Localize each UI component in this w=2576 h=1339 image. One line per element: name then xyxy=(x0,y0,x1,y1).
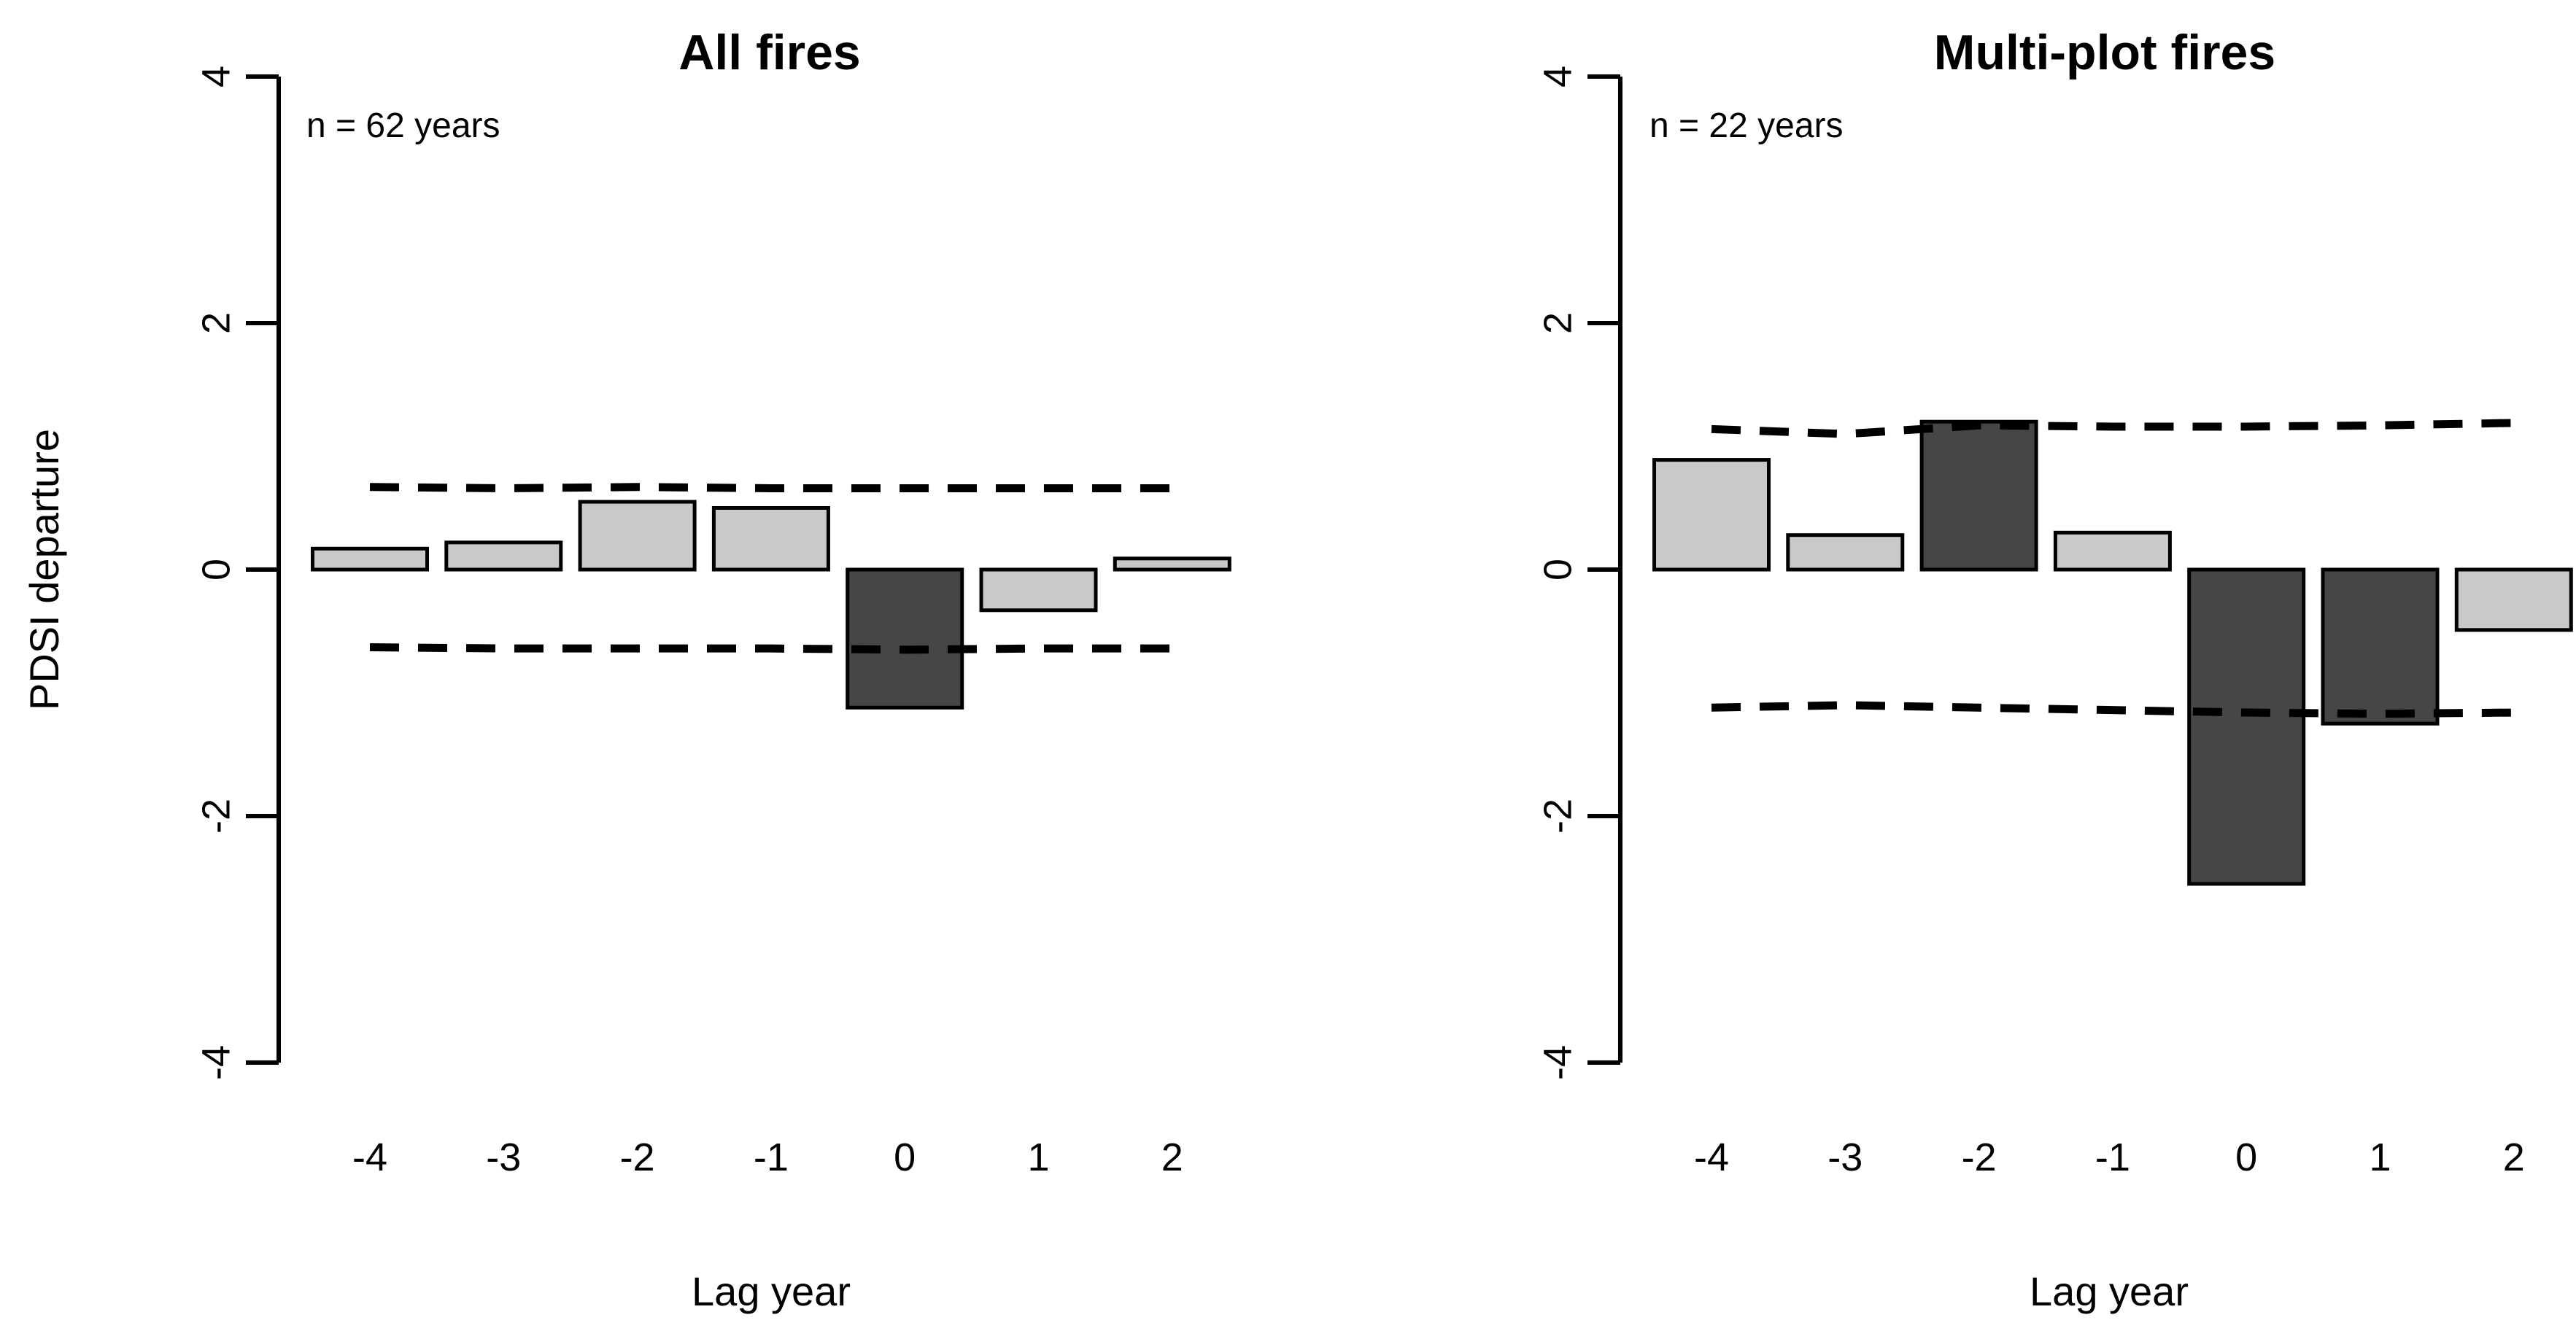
x-tick-label: -3 xyxy=(1827,1136,1863,1179)
x-tick-label: 0 xyxy=(2235,1136,2257,1179)
x-tick-label: -2 xyxy=(1962,1136,1997,1179)
ci-lower-line xyxy=(1711,701,2514,718)
x-axis-title-left: Lag year xyxy=(692,1268,851,1314)
x-tick-label: -2 xyxy=(620,1136,655,1179)
y-tick-label: 4 xyxy=(1536,66,1579,88)
bar-lag--2 xyxy=(578,500,697,572)
ci-upper-line xyxy=(369,483,1172,492)
y-tick-label: 2 xyxy=(1536,312,1579,334)
panel-title-all-fires: All fires xyxy=(678,25,860,80)
bar-lag--3 xyxy=(444,540,563,572)
bar-lag-0-significant xyxy=(2187,567,2306,886)
bar-lag-2 xyxy=(1113,556,1231,572)
plot-area-multi-plot-fires: -4 -2 0 2 4 -4 -3 -2 -1 0 1 2 xyxy=(1536,66,2573,1179)
y-tick-label: -2 xyxy=(1536,799,1579,834)
y-tick-label: 2 xyxy=(194,312,238,334)
bar-lag-1-significant xyxy=(2321,567,2440,726)
ci-upper-line xyxy=(1711,419,2514,438)
x-axis-title-right: Lag year xyxy=(2030,1268,2189,1314)
panel-all-fires: All fires n = 62 years PDSI departure La… xyxy=(21,25,1231,1314)
bar-lag--2-significant xyxy=(1919,419,2038,572)
x-tick-label: 0 xyxy=(894,1136,916,1179)
sample-size-label-all-fires: n = 62 years xyxy=(306,106,500,145)
panel-multi-plot-fires: Multi-plot fires n = 22 years Lag year -… xyxy=(1536,25,2573,1314)
y-tick-label: 0 xyxy=(1536,559,1579,581)
x-tick-label: -3 xyxy=(486,1136,521,1179)
bar-lag-0-significant xyxy=(846,567,964,710)
x-tick-label: 2 xyxy=(2503,1136,2525,1179)
bar-lag--4 xyxy=(311,546,429,572)
x-tick-label: 1 xyxy=(2369,1136,2391,1179)
x-tick-label: -1 xyxy=(754,1136,789,1179)
plot-area-all-fires: -4 -2 0 2 4 -4 -3 -2 -1 0 1 2 xyxy=(194,66,1231,1179)
x-tick-label: -4 xyxy=(1694,1136,1729,1179)
y-tick-label: -2 xyxy=(194,799,238,834)
y-tick-label: 0 xyxy=(194,559,238,581)
bar-lag--3 xyxy=(1786,533,1905,572)
sample-size-label-multi-plot-fires: n = 22 years xyxy=(1649,106,1844,145)
x-tick-label: 2 xyxy=(1161,1136,1183,1179)
y-tick-label: 4 xyxy=(194,66,238,88)
y-tick-label: -4 xyxy=(194,1045,238,1080)
y-tick-label: -4 xyxy=(1536,1045,1579,1080)
ci-lower-line xyxy=(369,643,1172,654)
y-axis-title: PDSI departure xyxy=(21,429,67,710)
bar-lag--4 xyxy=(1652,458,1771,572)
panel-title-multi-plot-fires: Multi-plot fires xyxy=(1934,25,2275,80)
bar-lag-1 xyxy=(979,567,1098,613)
x-tick-label: -1 xyxy=(2095,1136,2130,1179)
bar-lag--1 xyxy=(2053,530,2172,572)
bar-lag--1 xyxy=(711,506,830,572)
x-tick-label: -4 xyxy=(352,1136,387,1179)
bar-lag-2 xyxy=(2454,567,2573,632)
x-tick-label: 1 xyxy=(1027,1136,1049,1179)
